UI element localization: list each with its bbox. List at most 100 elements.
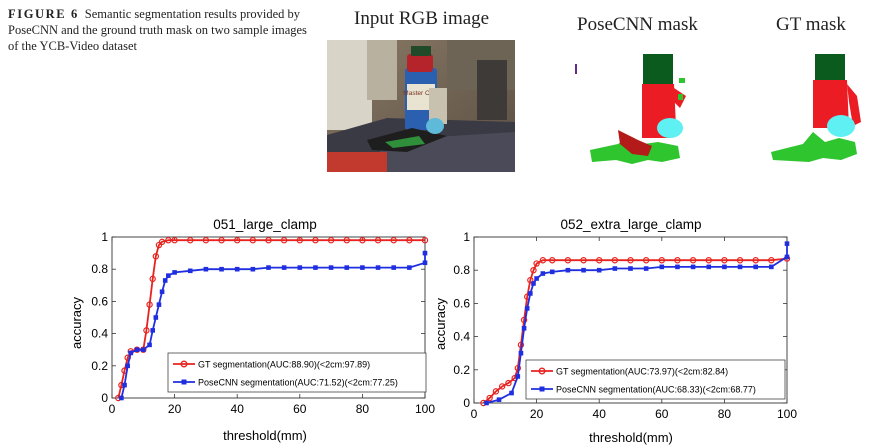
data-point-posecnn (328, 265, 334, 270)
data-point-posecnn (172, 270, 177, 275)
data-point-gt (505, 379, 512, 387)
data-point-posecnn (518, 350, 524, 356)
y-axis-label: accuracy (69, 296, 84, 349)
data-point-posecnn (297, 265, 303, 270)
data-point-posecnn (422, 250, 428, 256)
y-tick-label: 1 (463, 230, 470, 244)
data-point-posecnn (153, 315, 159, 320)
x-tick-label: 100 (415, 402, 435, 416)
data-point-gt (265, 237, 272, 244)
y-tick-label: 0.6 (453, 296, 470, 310)
y-tick-label: 0.8 (453, 263, 470, 277)
data-point-posecnn (128, 350, 134, 356)
data-point-gt (406, 237, 413, 244)
data-point-gt (564, 257, 572, 264)
data-point-gt (143, 327, 150, 334)
data-point-gt (752, 257, 759, 264)
posecnn-mask-image (575, 54, 686, 164)
y-tick-label: 0.6 (91, 294, 108, 308)
x-tick-label: 80 (356, 402, 370, 416)
data-point-posecnn (524, 306, 530, 311)
data-point-posecnn (147, 342, 152, 348)
x-tick-label: 0 (109, 402, 116, 416)
data-point-posecnn (125, 363, 130, 369)
data-point-gt (658, 257, 665, 264)
data-point-gt (158, 238, 166, 246)
data-point-posecnn (313, 265, 318, 270)
data-point-posecnn (134, 347, 140, 352)
y-tick-label: 0 (101, 391, 108, 405)
data-point-posecnn (360, 265, 365, 270)
x-tick-label: 80 (718, 407, 732, 421)
x-tick-label: 20 (168, 402, 182, 416)
data-point-posecnn (496, 397, 502, 402)
can-label-text: Master Chef (403, 90, 439, 97)
data-point-gt (421, 237, 429, 244)
data-point-gt (146, 301, 153, 308)
legend-marker-gt (180, 360, 188, 368)
y-tick-label: 0 (463, 396, 470, 410)
legend-marker-posecnn (539, 386, 545, 392)
data-point-gt (486, 394, 493, 402)
data-point-posecnn (156, 302, 162, 307)
data-point-gt (280, 237, 288, 244)
data-point-gt (721, 257, 728, 264)
y-tick-label: 0.8 (91, 262, 108, 276)
data-point-posecnn (581, 267, 586, 273)
legend-marker-gt (538, 367, 546, 375)
data-point-posecnn (266, 265, 271, 270)
data-point-gt (359, 237, 366, 244)
data-point-gt (202, 237, 210, 244)
legend-entry-posecnn: PoseCNN segmentation(AUC:68.33)(<2cm:68.… (556, 385, 756, 395)
data-point-posecnn (521, 326, 527, 331)
y-tick-label: 0.4 (91, 327, 108, 341)
data-point-gt (642, 257, 650, 264)
gt-mask-image (771, 54, 861, 162)
data-point-gt (736, 257, 744, 264)
legend-box (167, 352, 427, 393)
data-point-gt (674, 257, 681, 264)
data-point-posecnn (540, 271, 546, 276)
data-point-gt (187, 237, 194, 244)
data-point-posecnn (784, 241, 790, 246)
data-point-posecnn (612, 266, 618, 271)
data-point-gt (533, 260, 540, 267)
data-point-gt (152, 253, 160, 260)
data-point-posecnn (722, 264, 727, 270)
data-point-posecnn (150, 328, 155, 333)
data-point-gt (343, 237, 350, 244)
data-point-posecnn (407, 265, 412, 270)
chart-title: 051_large_clamp (213, 217, 317, 232)
data-point-posecnn (753, 264, 758, 270)
y-tick-label: 0.4 (453, 330, 470, 344)
data-point-posecnn (769, 264, 774, 270)
data-point-posecnn (531, 281, 536, 286)
series-line-posecnn (486, 243, 788, 404)
data-point-posecnn (706, 264, 712, 270)
y-tick-label: 0.2 (91, 359, 108, 373)
input-rgb-image: Master Chef (327, 40, 515, 172)
chart-052-extra-large-clamp: 052_extra_large_clamp threshold(mm) accu… (433, 217, 797, 445)
data-point-posecnn (534, 276, 539, 281)
data-point-gt (580, 257, 587, 264)
data-point-posecnn (643, 266, 649, 271)
data-point-posecnn (515, 374, 521, 379)
data-point-posecnn (281, 265, 287, 270)
y-tick-label: 1 (101, 230, 108, 244)
chart-legend: GT segmentation(AUC:88.90)(<2cm:97.89) P… (167, 352, 427, 393)
data-point-gt (539, 257, 547, 264)
data-point-posecnn (737, 264, 743, 270)
data-point-posecnn (509, 390, 514, 396)
rgb-panel-title: Input RGB image (354, 8, 490, 29)
data-point-gt (165, 237, 172, 244)
data-point-gt (549, 257, 556, 264)
data-point-posecnn (659, 264, 665, 270)
data-point-gt (689, 257, 697, 264)
data-point-posecnn (234, 266, 240, 272)
data-point-gt (627, 257, 634, 264)
data-point-gt (233, 237, 241, 244)
legend-box (525, 359, 786, 400)
data-point-posecnn (549, 269, 555, 275)
data-point-posecnn (250, 266, 256, 272)
x-axis-label: threshold(mm) (589, 430, 673, 445)
